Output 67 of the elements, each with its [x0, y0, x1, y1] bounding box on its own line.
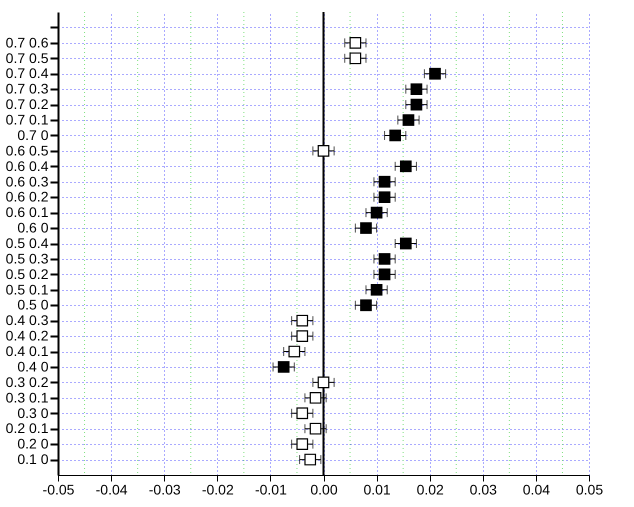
y-tick-label: 0.7 0.2 — [6, 96, 49, 112]
point — [400, 238, 412, 250]
point — [360, 299, 372, 312]
x-tick-label: 0.05 — [576, 482, 604, 498]
y-tick-label: 0.7 0.4 — [6, 65, 49, 82]
y-tick-label: 0.4 0.2 — [6, 328, 49, 344]
y-tick-label: 0.3 0 — [17, 404, 49, 421]
y-tick-label: 0.4 0.1 — [6, 343, 49, 360]
point — [402, 114, 414, 126]
point — [296, 330, 308, 342]
x-tick-label: -0.01 — [254, 482, 288, 498]
point — [350, 52, 362, 64]
point — [310, 392, 322, 404]
point — [370, 206, 382, 218]
point — [378, 176, 390, 188]
point — [378, 253, 390, 265]
y-tick-label: 0.6 0.1 — [6, 204, 49, 220]
x-tick-label: -0.05 — [42, 482, 75, 498]
point — [410, 83, 422, 96]
y-tick-label: 0.6 0.2 — [6, 188, 49, 205]
y-tick-label: 0.6 0.4 — [6, 158, 49, 174]
y-tick-label: 0.6 0 — [17, 220, 49, 236]
y-tick-label: 0.2 0 — [17, 436, 49, 452]
point — [278, 361, 290, 373]
point — [378, 268, 390, 280]
x-tick-label: 0.02 — [416, 482, 444, 498]
point — [296, 438, 308, 450]
y-tick-label: 0.7 0.5 — [6, 50, 49, 66]
y-tick-label: 0.5 0.2 — [6, 266, 49, 282]
x-tick-label: 0.01 — [363, 482, 391, 498]
y-tick-label: 0.5 0.3 — [6, 250, 49, 266]
x-tick-label: 0.00 — [310, 482, 338, 498]
x-tick-label: -0.03 — [148, 482, 181, 498]
point — [410, 98, 422, 110]
point — [350, 37, 362, 49]
point — [318, 376, 330, 388]
y-tick-label: 0.3 0.2 — [6, 374, 49, 390]
x-tick-label: 0.04 — [522, 482, 550, 498]
point — [360, 222, 372, 234]
point — [378, 191, 390, 204]
point — [310, 422, 322, 435]
point — [288, 346, 300, 358]
y-tick-label: 0.4 0 — [17, 358, 49, 374]
point — [370, 284, 382, 296]
y-tick-label: 0.5 0 — [17, 296, 49, 313]
y-tick-label: 0.3 0.1 — [6, 389, 49, 406]
point — [389, 130, 402, 142]
point — [429, 68, 441, 80]
point — [296, 407, 308, 420]
y-tick-label: 0.4 0.3 — [6, 312, 49, 328]
y-tick-label: 0.5 0.1 — [6, 281, 49, 298]
y-tick-label: 0.7 0.1 — [6, 112, 49, 128]
y-tick-label: 0.7 0 — [17, 126, 49, 143]
y-tick-label: 0.2 0.1 — [6, 420, 49, 436]
y-tick-label: 0.1 0 — [17, 451, 49, 468]
x-tick-label: -0.04 — [96, 482, 128, 498]
y-tick-label: 0.5 0.4 — [6, 235, 49, 251]
point — [296, 314, 308, 327]
y-tick-label: 0.6 0.3 — [6, 173, 49, 190]
point — [318, 145, 330, 157]
point — [400, 160, 412, 172]
x-tick-label: -0.02 — [202, 482, 234, 498]
x-tick-label: 0.03 — [470, 482, 498, 498]
y-tick-label: 0.7 0.6 — [6, 34, 49, 50]
y-tick-label: 0.7 0.3 — [6, 80, 49, 97]
y-tick-label: 0.6 0.5 — [6, 142, 49, 158]
point — [304, 454, 316, 466]
